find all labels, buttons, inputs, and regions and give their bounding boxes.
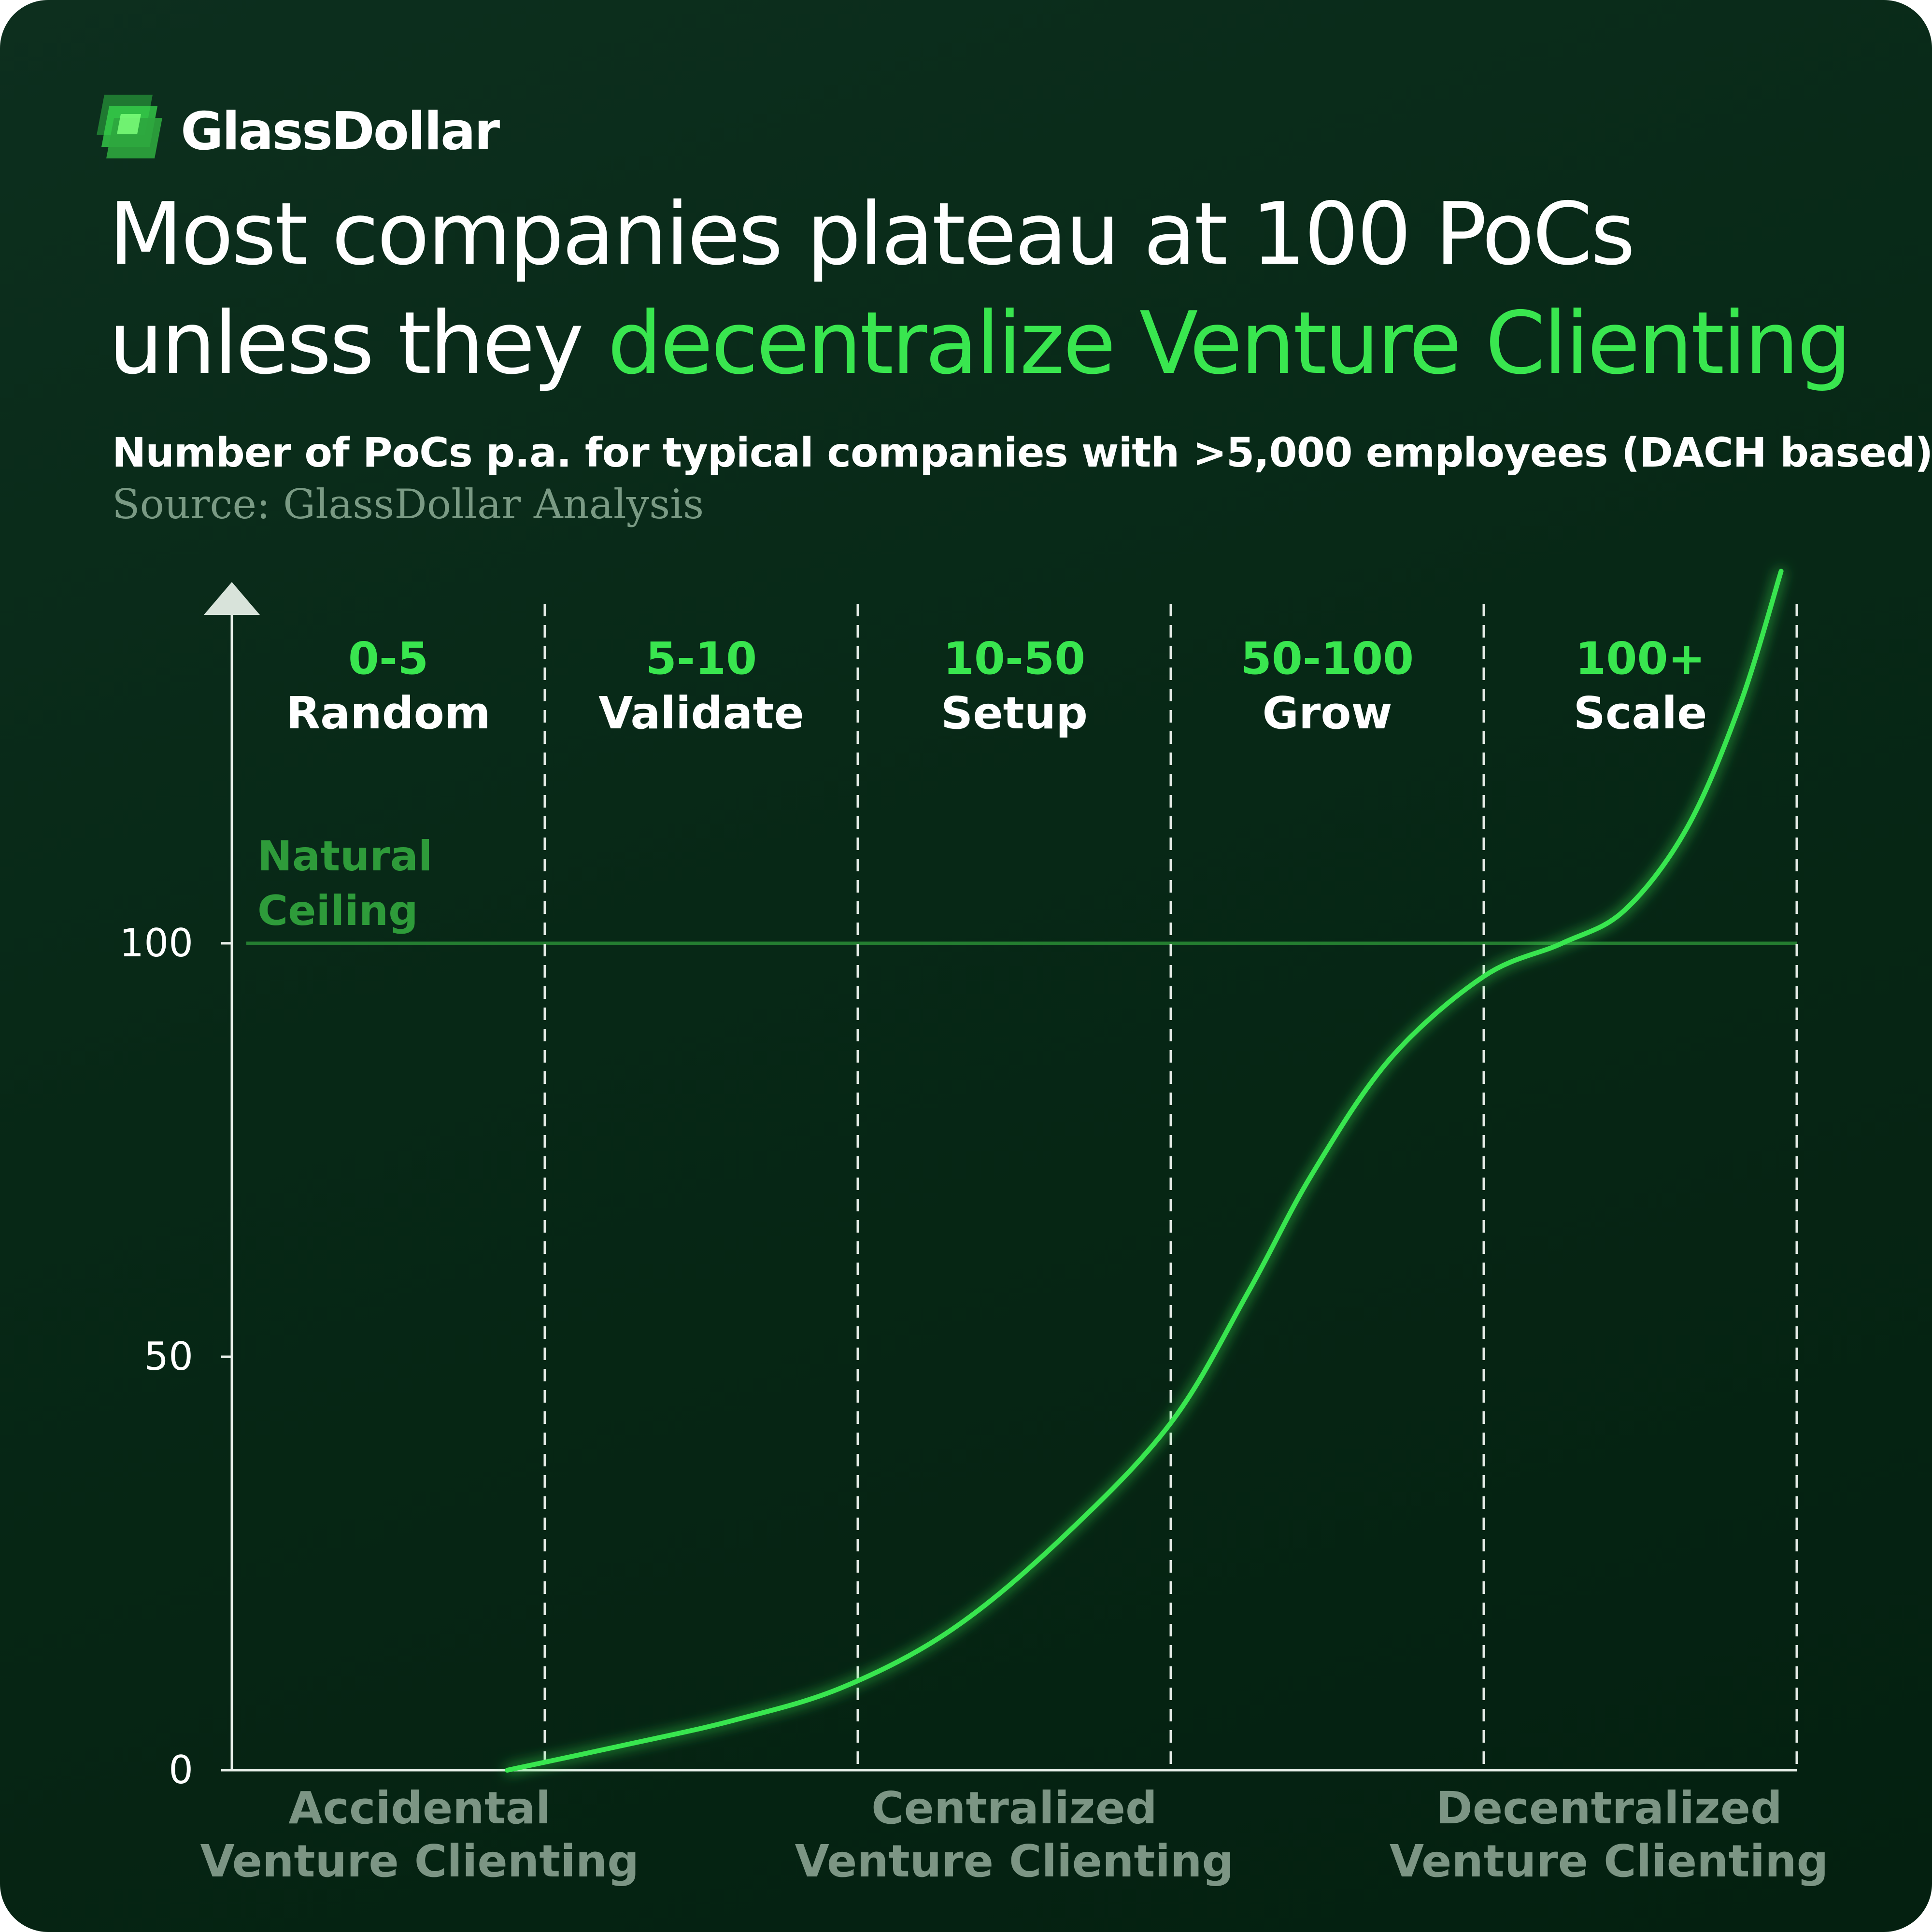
y-tick-label: 0 [169,1747,193,1792]
stage-range-label: 50-100 [1241,633,1414,684]
stacked-glass-squares-icon [97,95,162,158]
source-note: Source: GlassDollar Analysis [112,481,704,528]
chart-subtitle: Number of PoCs p.a. for typical companie… [112,429,1932,476]
page-title: Most companies plateau at 100 PoCs unles… [109,180,1896,398]
y-tick-label: 50 [144,1334,193,1379]
natural-ceiling-label-line2: Ceiling [257,887,418,935]
series-line-pocs [505,568,1784,1773]
y-axis-arrow-icon [204,582,260,615]
x-group-label-line2: Venture Clienting [1390,1835,1829,1887]
brand-name: GlassDollar [181,101,500,162]
stage-range-label: 10-50 [943,633,1085,684]
title-highlight: decentralize Venture Clienting [607,293,1852,393]
stage-range-label: 5-10 [646,633,757,684]
stage-name-label: Setup [941,687,1088,739]
stage-name-label: Scale [1574,687,1707,739]
stage-range-label: 100+ [1575,633,1705,684]
x-group-label-line1: Centralized [871,1782,1157,1834]
x-group-label-line2: Venture Clienting [200,1835,639,1887]
y-tick-label: 100 [119,921,193,966]
title-text: Most companies plateau at 100 PoCs unles… [109,184,1635,393]
x-group-label-line1: Accidental [288,1782,551,1834]
stage-name-label: Validate [598,687,804,739]
x-group-label-line2: Venture Clienting [795,1835,1234,1887]
x-group-label-line1: Decentralized [1435,1782,1782,1834]
stage-name-label: Random [286,687,490,739]
stage-name-label: Grow [1262,687,1392,739]
natural-ceiling-label-line1: Natural [257,832,432,881]
stage-range-label: 0-5 [348,633,428,684]
